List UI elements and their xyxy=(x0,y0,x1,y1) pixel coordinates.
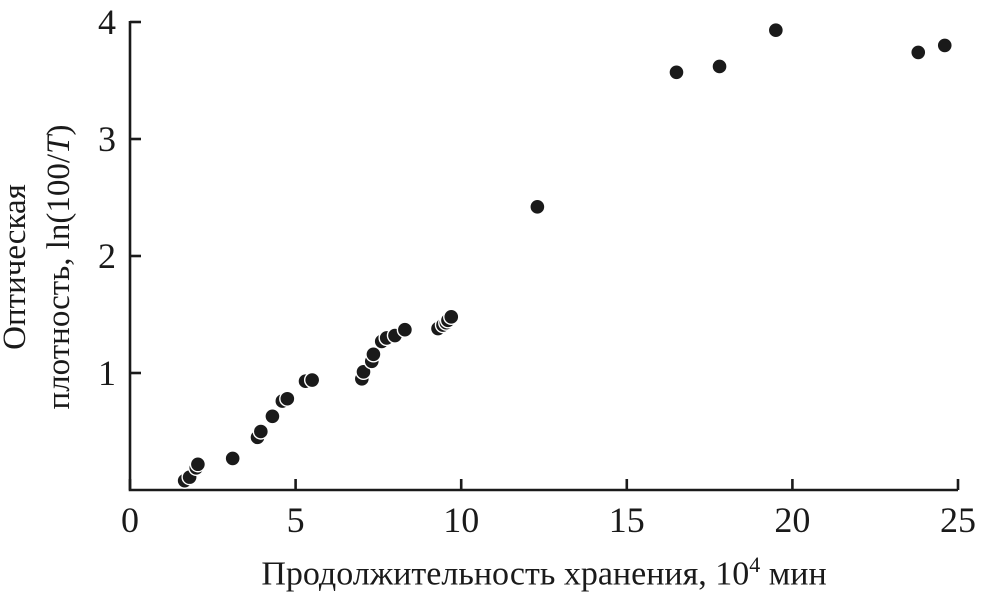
y-tick-label: 4 xyxy=(98,2,116,42)
data-point xyxy=(252,423,270,440)
y-axis-label: Оптическая плотность, ln(100/T) xyxy=(0,27,86,507)
y-tick-label: 3 xyxy=(98,119,116,159)
data-point xyxy=(279,390,296,407)
data-point xyxy=(189,456,207,473)
y-tick-label: 2 xyxy=(98,236,116,276)
x-tick-label: 25 xyxy=(940,500,976,540)
data-point xyxy=(396,321,414,338)
x-tick-label: 10 xyxy=(443,500,479,540)
data-point xyxy=(668,64,685,81)
data-point xyxy=(443,308,460,326)
y-tick-label: 1 xyxy=(98,353,116,393)
data-point xyxy=(365,346,382,363)
x-tick-label: 20 xyxy=(774,500,810,540)
x-axis-label: Продолжительность хранения, 104 мин xyxy=(261,552,827,593)
x-tick-label: 15 xyxy=(609,500,645,540)
data-point xyxy=(224,450,241,467)
data-point xyxy=(910,44,927,61)
y-axis-label-line2: плотность, ln(100/T) xyxy=(40,124,77,410)
data-point xyxy=(529,198,546,216)
y-axis-label-line1: Оптическая xyxy=(0,184,33,350)
data-point xyxy=(303,371,321,389)
axes-lines xyxy=(128,21,958,492)
x-tick-label: 5 xyxy=(287,500,305,540)
data-point xyxy=(936,37,953,54)
data-point xyxy=(711,58,728,75)
x-tick-label: 0 xyxy=(121,500,139,540)
data-point xyxy=(767,21,785,39)
data-point xyxy=(264,408,281,425)
x-axis-label-exponent: 4 xyxy=(749,552,761,577)
